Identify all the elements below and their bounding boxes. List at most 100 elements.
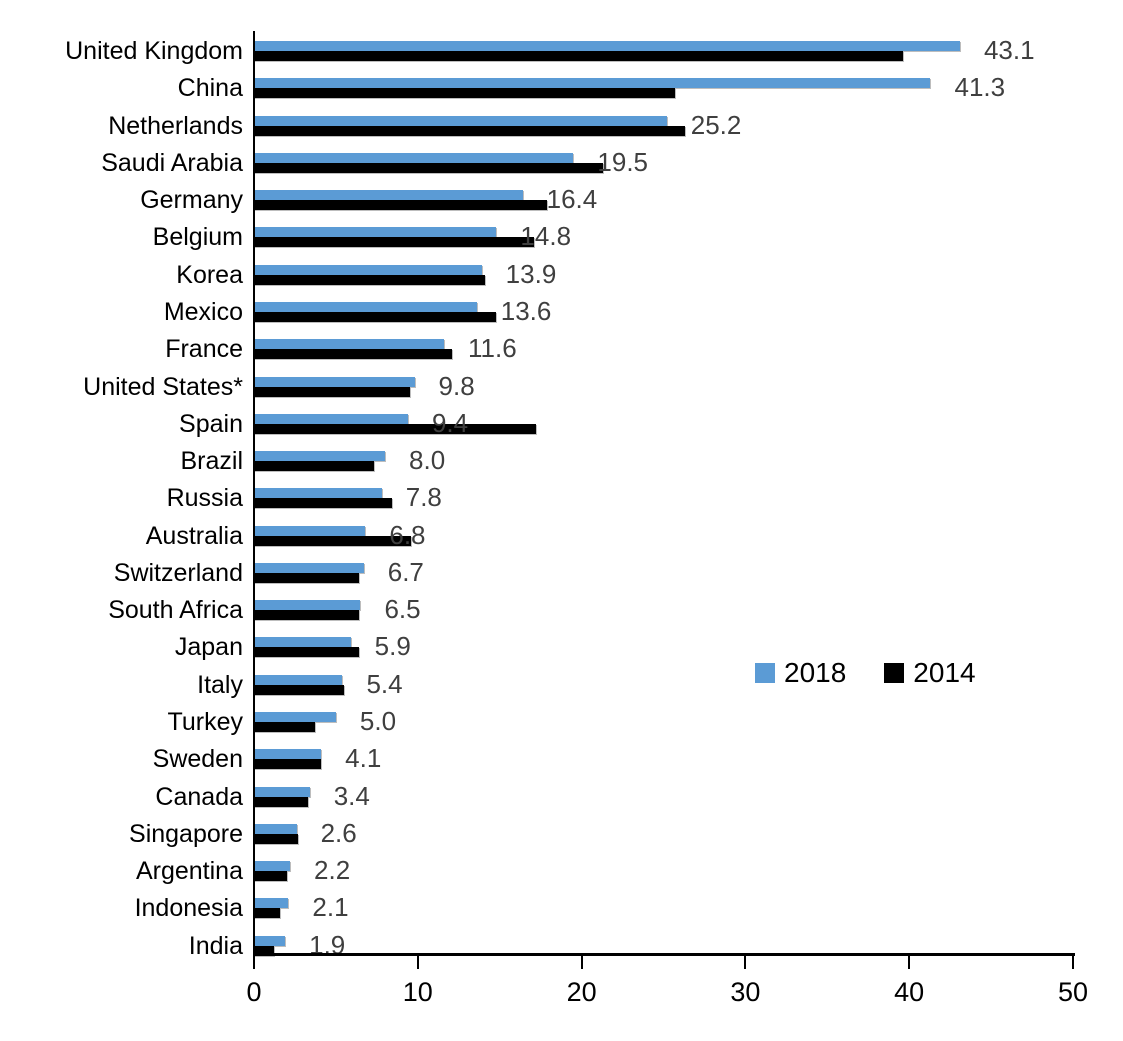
category-label: Canada (155, 782, 243, 811)
bar-2018 (254, 600, 361, 611)
category-label: Saudi Arabia (101, 148, 243, 177)
data-label-2018: 5.0 (359, 706, 397, 737)
bar-2014 (254, 908, 281, 919)
bar-2014 (254, 461, 374, 472)
category-label: Netherlands (108, 111, 243, 140)
bar-2014 (254, 647, 359, 658)
bar-2014 (254, 200, 548, 211)
x-tick-label: 0 (246, 977, 262, 1007)
bar-2014 (254, 423, 536, 434)
bar-2018 (254, 935, 286, 946)
category-label: India (188, 931, 243, 960)
x-tick-label: 50 (1057, 977, 1089, 1007)
data-label-2018: 2.2 (314, 855, 351, 886)
data-label-2018: 2.1 (312, 892, 349, 923)
bar-2018 (254, 115, 667, 126)
data-label-2018: 7.8 (405, 482, 442, 513)
data-label-2018: 9.4 (431, 407, 469, 438)
data-label-2018: 43.1 (983, 35, 1035, 65)
x-tick-label: 10 (402, 977, 433, 1007)
bar-2018 (254, 674, 343, 685)
category-label: France (165, 335, 243, 364)
x-tick-mark (744, 956, 747, 969)
bar-2018 (254, 525, 366, 536)
legend-label-2014: 2014 (913, 657, 976, 688)
category-label: Indonesia (134, 894, 243, 923)
data-label-2018: 25.2 (690, 109, 742, 140)
category-label: Japan (174, 633, 243, 662)
bar-2014 (254, 759, 322, 770)
bar-2018 (254, 861, 291, 872)
category-label: Turkey (167, 708, 243, 737)
data-label-2018: 41.3 (954, 72, 1006, 103)
x-tick-mark (416, 956, 419, 969)
category-label: Spain (179, 409, 243, 438)
bar-2018 (254, 488, 382, 499)
bar-2014 (254, 833, 299, 844)
category-label: United States* (83, 372, 243, 401)
bar-2014 (254, 237, 535, 248)
legend-swatch-2014-icon (884, 663, 905, 683)
legend-item-2018: 2018 (755, 657, 846, 689)
bar-2014 (254, 311, 497, 322)
category-label: United Kingdom (65, 37, 243, 65)
data-label-2018: 19.5 (597, 146, 649, 177)
x-tick-label: 20 (566, 977, 597, 1007)
category-label: South Africa (108, 596, 243, 625)
data-label-2018: 16.4 (546, 184, 598, 215)
data-label-2018: 3.4 (333, 780, 370, 811)
category-label: China (177, 74, 243, 103)
category-label: Argentina (135, 857, 243, 886)
category-label: Russia (166, 484, 243, 513)
legend-item-2014: 2014 (884, 657, 976, 689)
bar-2014 (254, 51, 903, 61)
category-label: Australia (145, 521, 243, 550)
data-label-2018: 13.9 (505, 258, 557, 289)
y-axis-line (253, 31, 255, 956)
bar-2018 (254, 786, 310, 797)
bar-2018 (254, 264, 482, 275)
data-label-2018: 6.7 (387, 556, 424, 587)
category-label: Belgium (152, 223, 243, 252)
bar-2014 (254, 162, 603, 173)
x-tick-mark (253, 956, 255, 969)
category-label: Italy (197, 670, 243, 699)
category-label: Korea (176, 260, 243, 289)
x-tick-mark (1072, 956, 1074, 969)
bar-2014 (254, 349, 453, 360)
bar-2018 (254, 712, 336, 723)
bar-2018 (254, 227, 497, 238)
bar-2014 (254, 88, 675, 99)
legend-label-2018: 2018 (784, 657, 847, 688)
bar-2018 (254, 749, 322, 760)
category-label: Germany (140, 186, 243, 215)
bar-2018 (254, 152, 574, 163)
category-label: Mexico (163, 297, 243, 326)
bar-2014 (254, 498, 392, 509)
x-tick-mark (580, 956, 583, 969)
category-label: Brazil (180, 447, 243, 476)
bar-2018 (254, 376, 415, 387)
data-label-2018: 13.6 (500, 295, 552, 326)
bar-2018 (254, 78, 931, 89)
x-axis-line (253, 953, 1075, 956)
legend: 2018 2014 (755, 657, 976, 689)
bar-2014 (254, 722, 315, 733)
x-tick-label: 30 (730, 977, 761, 1007)
category-label: Switzerland (113, 558, 243, 587)
bar-2018 (254, 451, 386, 462)
data-label-2018: 4.1 (345, 743, 382, 774)
bar-2014 (254, 945, 274, 956)
data-label-2018: 5.4 (366, 668, 403, 699)
data-label-2018: 5.9 (374, 631, 411, 662)
data-label-2018: 2.6 (320, 817, 357, 848)
bar-2014 (254, 684, 345, 695)
bar-2014 (254, 386, 410, 397)
bar-2018 (254, 898, 289, 909)
data-label-2018: 9.8 (438, 370, 475, 401)
bar-2018 (254, 823, 297, 834)
data-label-2018: 11.6 (468, 333, 517, 364)
data-label-2018: 6.8 (389, 519, 426, 550)
bar-2014 (254, 610, 359, 621)
